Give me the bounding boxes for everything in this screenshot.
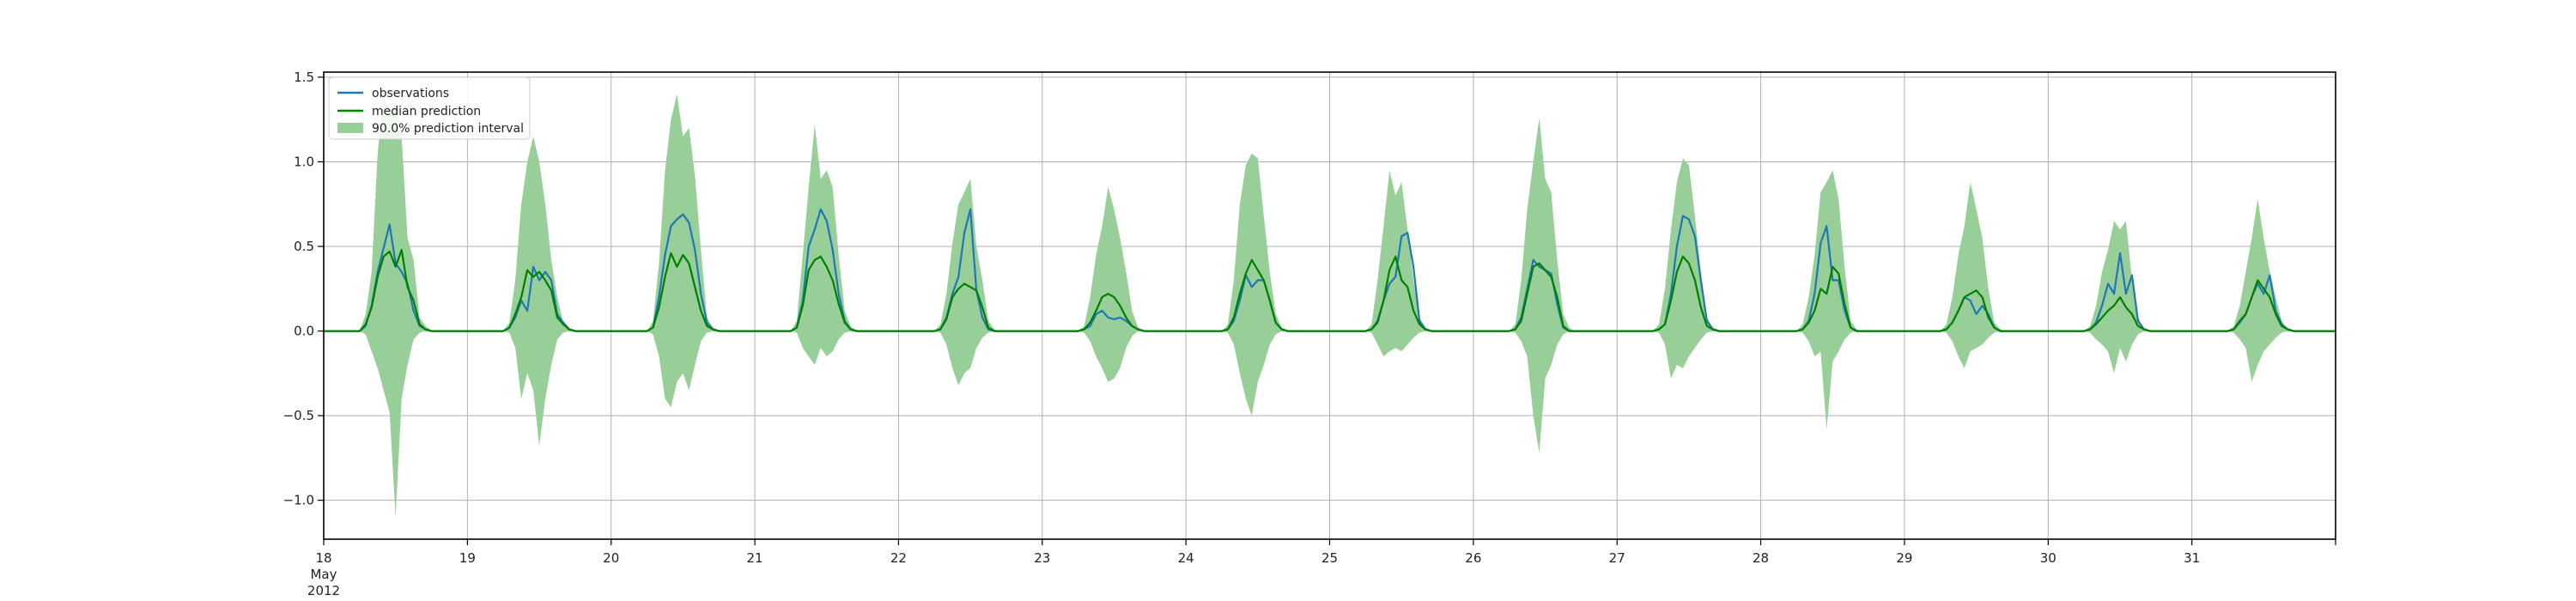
legend-observations-label: observations <box>372 87 449 100</box>
x-tick-label: 24 <box>1178 550 1194 566</box>
x-tick-sublabel: 2012 <box>307 583 340 598</box>
x-tick-label: 26 <box>1465 550 1481 566</box>
x-tick-label: 28 <box>1753 550 1769 566</box>
y-tick-label: −0.5 <box>283 408 314 423</box>
x-tick-label: 23 <box>1034 550 1050 566</box>
y-tick-label: −1.0 <box>283 493 314 508</box>
x-tick-label: 20 <box>603 550 619 566</box>
x-tick-label: 18 <box>315 550 331 566</box>
x-tick-label: 29 <box>1896 550 1912 566</box>
x-tick-label: 27 <box>1609 550 1625 566</box>
median-prediction-line <box>324 248 2336 332</box>
y-tick-label: 1.0 <box>294 154 314 169</box>
legend-interval-label: 90.0% prediction interval <box>372 122 524 136</box>
x-tick-label: 19 <box>459 550 476 566</box>
x-tick-label: 25 <box>1321 550 1338 566</box>
x-tick-label: 30 <box>2040 550 2057 566</box>
x-tick-label: 21 <box>747 550 763 566</box>
grid <box>323 72 2336 539</box>
y-tick-label: 1.5 <box>294 70 314 85</box>
y-tick-label: 0.0 <box>294 324 314 339</box>
legend-interval-swatch <box>337 123 363 133</box>
x-tick-label: 31 <box>2184 550 2200 566</box>
legend-box <box>328 76 531 140</box>
series-lines-layer <box>324 208 2336 332</box>
legend: observations median prediction 90.0% pre… <box>328 76 531 140</box>
prediction-interval-layer <box>324 94 2336 518</box>
prediction-interval-band <box>324 94 2336 518</box>
x-tick-label: 22 <box>890 550 907 566</box>
legend-median-label: median prediction <box>372 105 481 118</box>
y-tick-label: 0.5 <box>294 239 314 254</box>
x-tick-sublabel: May <box>310 567 337 582</box>
